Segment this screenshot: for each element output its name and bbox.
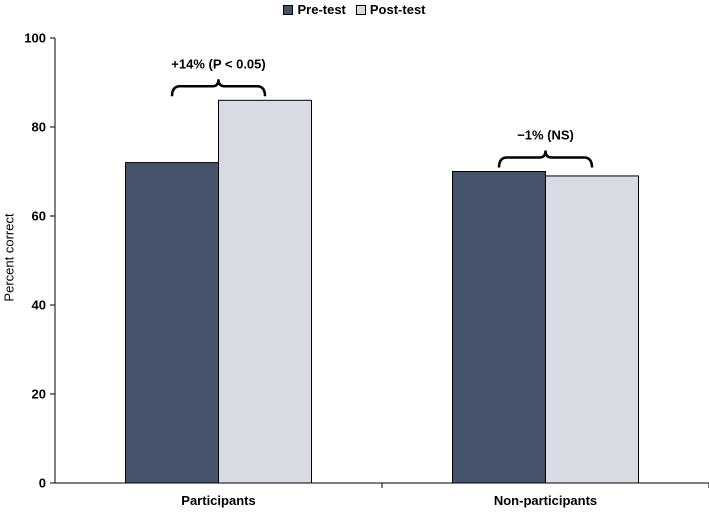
bar-post-test-participants: [218, 99, 312, 484]
bar-post-test-non-participants: [545, 175, 639, 484]
legend-swatch-post-test: [355, 4, 366, 15]
bar-pre-test-participants: [125, 162, 219, 484]
annotation-label-1: −1% (NS): [517, 128, 574, 143]
bar-pre-test-non-participants: [452, 171, 546, 484]
annotation-bracket-1: [497, 150, 594, 168]
y-tick-label-0: 0: [39, 476, 46, 491]
y-tick-label-1: 20: [32, 387, 46, 402]
legend-item-post-test: Post-test: [355, 2, 426, 17]
legend: Pre-test Post-test: [0, 2, 709, 17]
legend-swatch-pre-test: [283, 4, 294, 15]
y-tick-label-5: 100: [24, 31, 46, 46]
annotation-label-0: +14% (P < 0.05): [171, 56, 265, 71]
y-tick-label-2: 40: [32, 298, 46, 313]
x-tick-label-0: Participants: [181, 493, 255, 508]
legend-item-pre-test: Pre-test: [283, 2, 346, 17]
y-tick-label-3: 60: [32, 209, 46, 224]
y-tick-label-4: 80: [32, 120, 46, 135]
x-tick-label-1: Non-participants: [494, 493, 597, 508]
legend-label-pre-test: Pre-test: [297, 2, 346, 17]
legend-label-post-test: Post-test: [369, 2, 426, 17]
annotation-bracket-0: [170, 79, 267, 97]
